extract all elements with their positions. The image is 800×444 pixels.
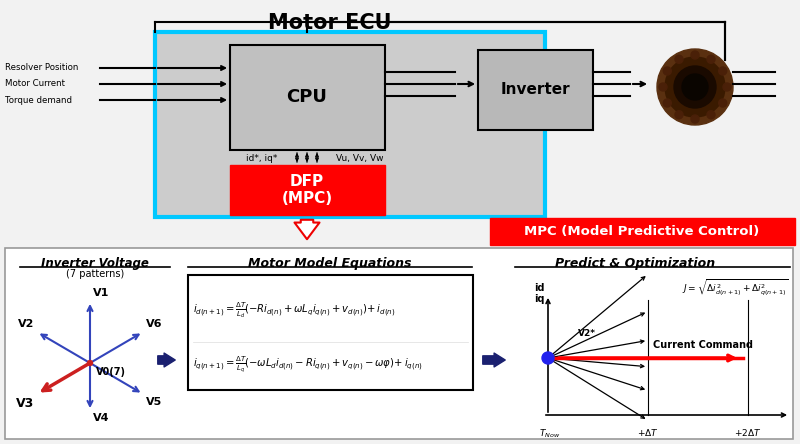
Text: V2: V2 (18, 319, 34, 329)
Text: Motor Current: Motor Current (5, 79, 65, 88)
Text: id: id (534, 283, 545, 293)
FancyArrowPatch shape (294, 220, 319, 239)
Text: Inverter Voltage: Inverter Voltage (41, 257, 149, 270)
Circle shape (707, 111, 715, 119)
Circle shape (659, 83, 667, 91)
Text: Vu, Vv, Vw: Vu, Vv, Vw (336, 154, 384, 163)
Text: V6: V6 (146, 319, 162, 329)
Text: V5: V5 (146, 397, 162, 407)
FancyBboxPatch shape (478, 50, 593, 130)
Text: $i_{q(n+1)}=\frac{\Delta T}{L_q}\!\left(-\omega L_d i_{d(n)}-Ri_{q(n)}+v_{q(n)}-: $i_{q(n+1)}=\frac{\Delta T}{L_q}\!\left(… (193, 355, 422, 375)
Circle shape (663, 99, 671, 107)
Text: $+2\Delta T$: $+2\Delta T$ (734, 427, 762, 438)
Circle shape (675, 56, 683, 63)
Text: id*, iq*: id*, iq* (246, 154, 278, 163)
Circle shape (657, 49, 733, 125)
Circle shape (707, 56, 715, 63)
Circle shape (723, 83, 731, 91)
Text: V0(7): V0(7) (96, 367, 126, 377)
FancyBboxPatch shape (5, 248, 793, 439)
Circle shape (682, 74, 708, 100)
Text: Resolver Position: Resolver Position (5, 63, 78, 72)
Circle shape (87, 361, 93, 365)
Circle shape (718, 99, 726, 107)
Circle shape (718, 67, 726, 75)
Circle shape (665, 57, 725, 117)
FancyBboxPatch shape (230, 165, 385, 215)
FancyBboxPatch shape (490, 218, 795, 245)
Text: $J=\sqrt{\Delta i^2_{d(n+1)}+\Delta i^2_{q(n+1)}}$: $J=\sqrt{\Delta i^2_{d(n+1)}+\Delta i^2_… (682, 278, 788, 298)
Circle shape (691, 115, 699, 123)
Circle shape (674, 66, 716, 108)
Text: MPC (Model Predictive Control): MPC (Model Predictive Control) (524, 225, 760, 238)
Text: Predict & Optimization: Predict & Optimization (555, 257, 715, 270)
Circle shape (663, 67, 671, 75)
FancyBboxPatch shape (230, 45, 385, 150)
Text: iq: iq (534, 294, 545, 304)
Text: CPU: CPU (286, 88, 327, 106)
Text: V3: V3 (16, 397, 34, 410)
Text: Current Command: Current Command (653, 340, 753, 350)
Text: $T_{Now}$: $T_{Now}$ (539, 427, 561, 440)
Text: Inverter: Inverter (500, 83, 570, 98)
FancyBboxPatch shape (188, 275, 473, 390)
Text: Motor ECU: Motor ECU (268, 13, 392, 33)
Circle shape (691, 51, 699, 59)
Text: V4: V4 (93, 413, 110, 423)
Text: $i_{d(n+1)}=\frac{\Delta T}{L_d}\!\left(-Ri_{d(n)}+\omega L_q i_{q(n)}+v_{d(n)}\: $i_{d(n+1)}=\frac{\Delta T}{L_d}\!\left(… (193, 300, 395, 320)
Text: DFP
(MPC): DFP (MPC) (282, 174, 333, 206)
Text: (7 patterns): (7 patterns) (66, 269, 124, 279)
FancyBboxPatch shape (155, 32, 545, 217)
Circle shape (675, 111, 683, 119)
Circle shape (542, 352, 554, 364)
Text: V2*: V2* (578, 329, 596, 338)
Text: Torque demand: Torque demand (5, 95, 72, 104)
Text: V1: V1 (93, 288, 110, 298)
Text: Motor Model Equations: Motor Model Equations (248, 257, 412, 270)
Text: $+\Delta T$: $+\Delta T$ (637, 427, 659, 438)
